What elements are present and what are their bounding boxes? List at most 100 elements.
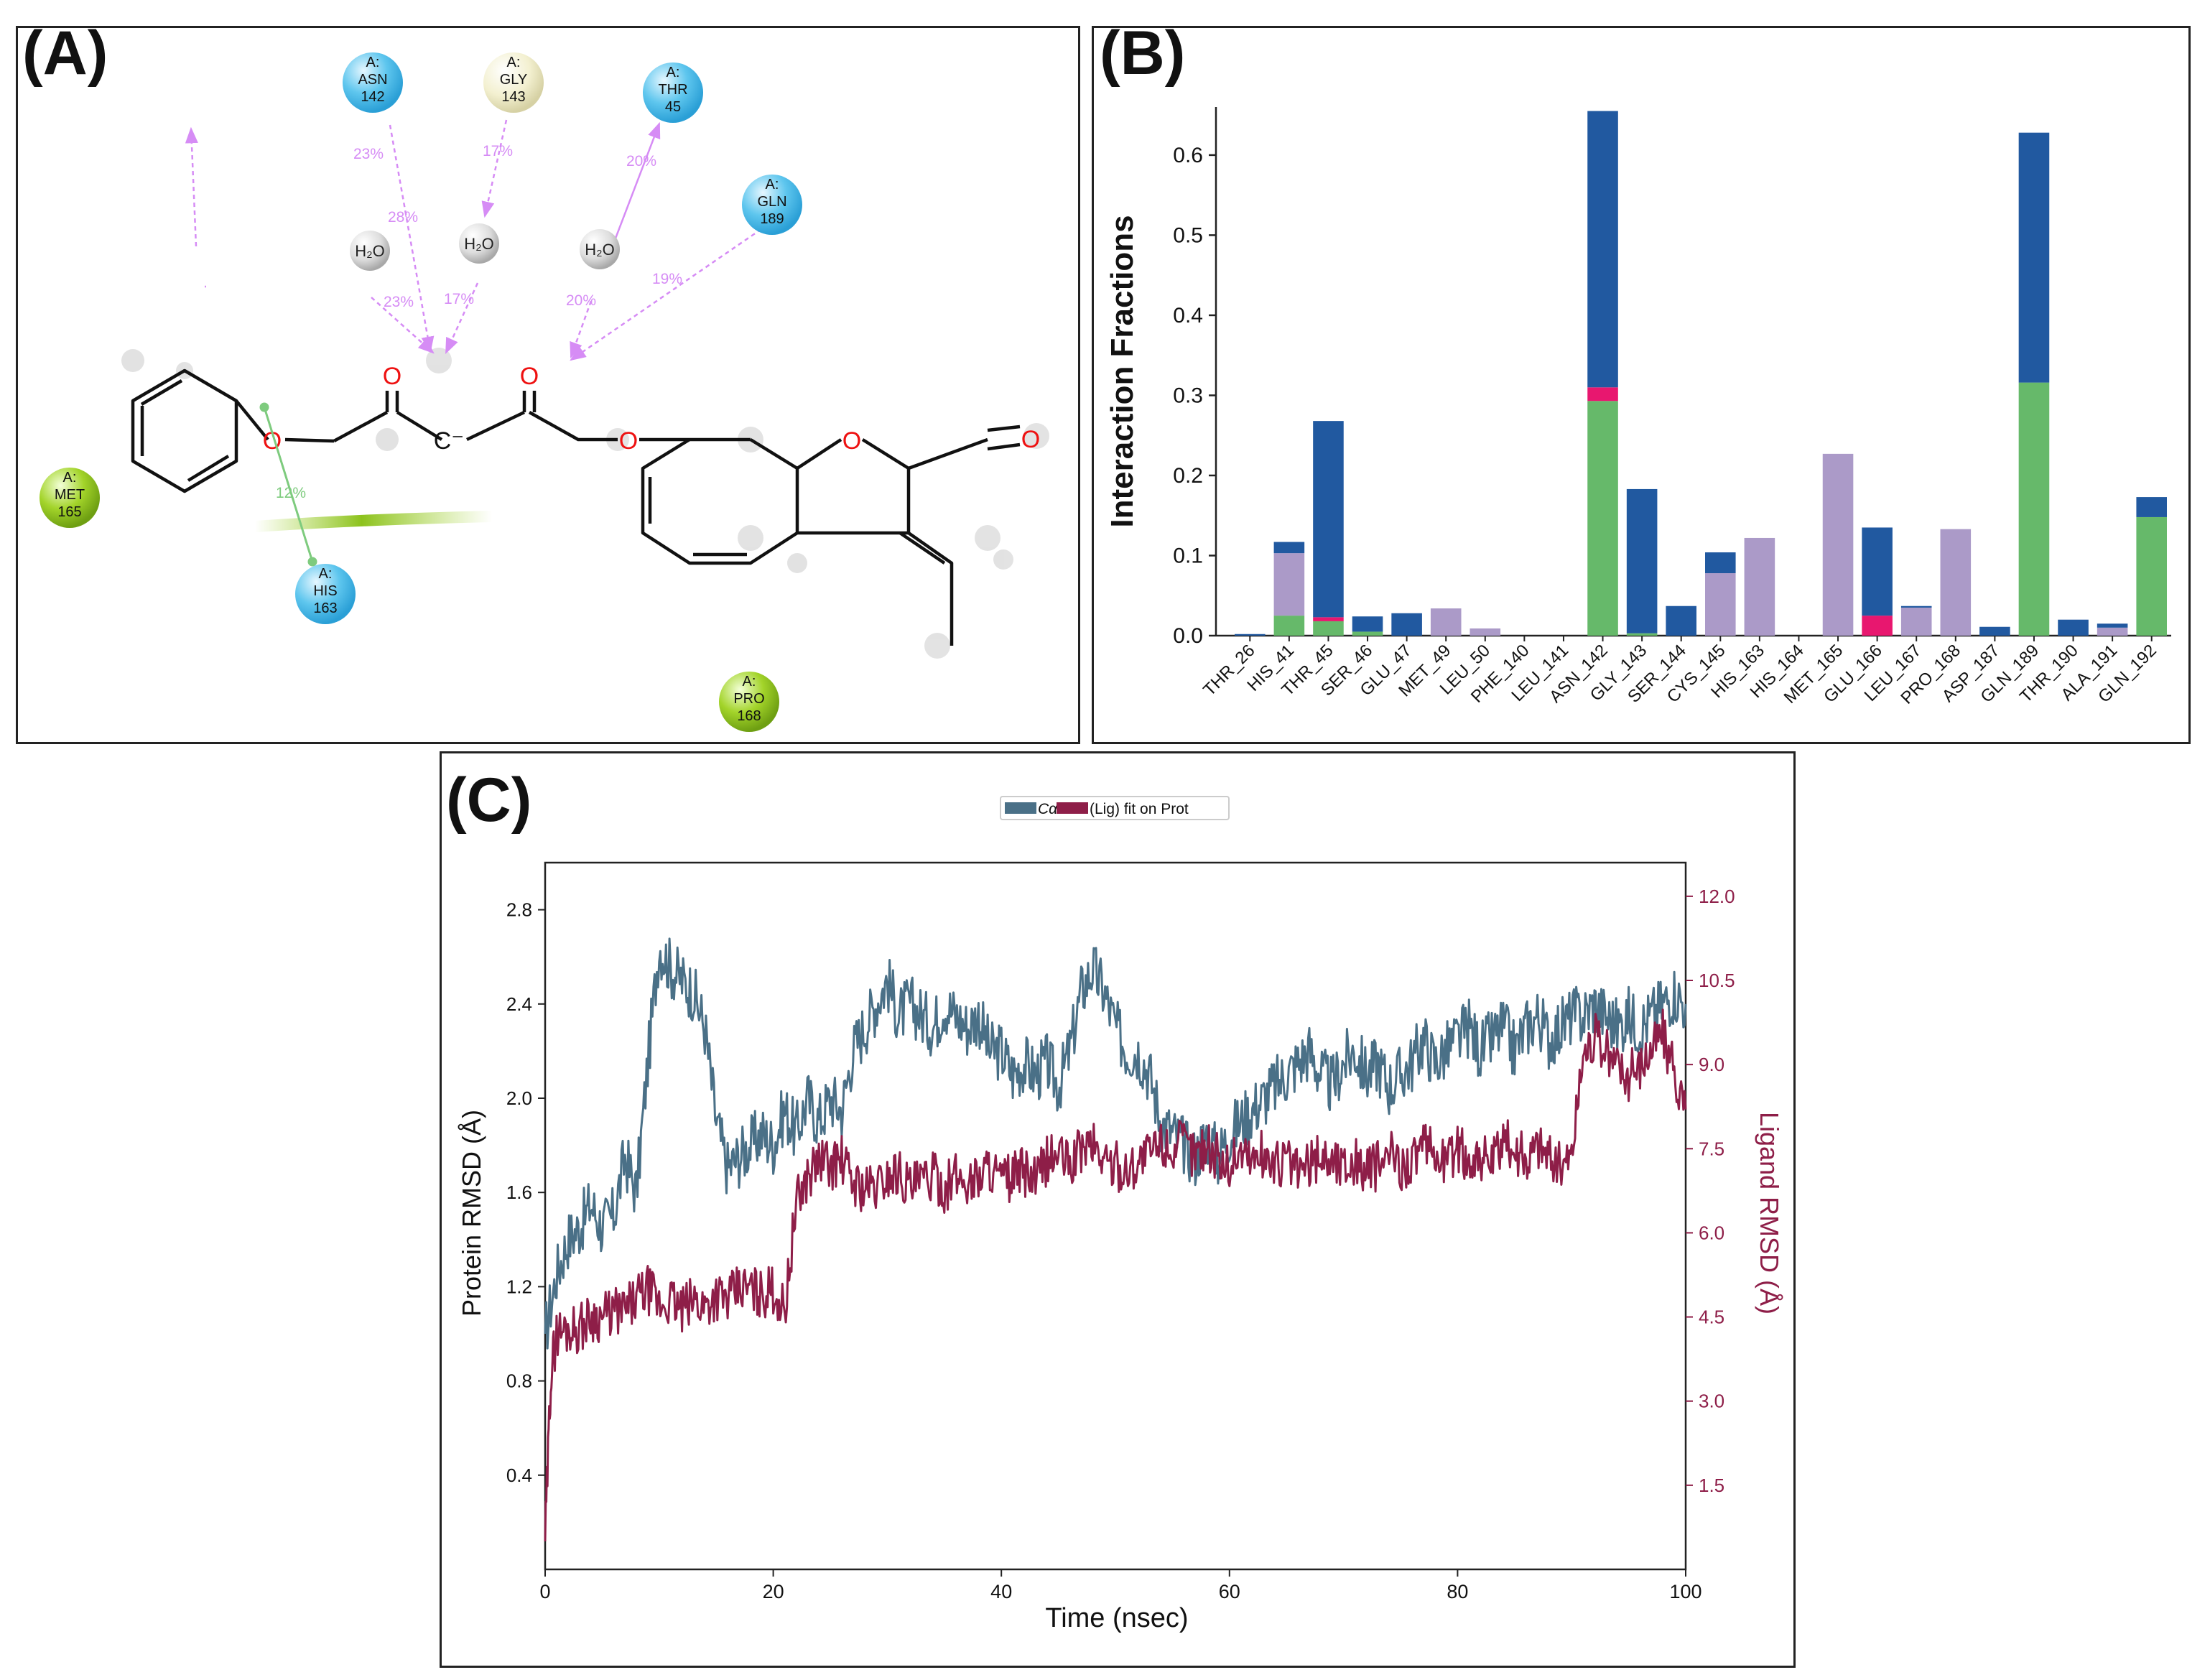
pct-water1-ligand: 23% <box>384 294 414 310</box>
atom-labels: O O O O O O C⁻ <box>263 363 1040 455</box>
bar-segment <box>2018 132 2050 383</box>
rmsd-right-tick-label: 10.5 <box>1699 970 1735 991</box>
residue-asn142: A: ASN 142 <box>343 52 403 113</box>
bar-segment <box>2136 497 2167 517</box>
bar-segment <box>1470 628 1501 636</box>
bar-segment <box>1313 617 1344 621</box>
interaction-fractions-chart: 0.0 0.1 0.2 0.3 0.4 0.5 0.6 THR_26HIS_41THR_45… <box>1105 107 2171 708</box>
water-2-label: H₂O <box>464 235 494 253</box>
rmsd-x-tick-label: 80 <box>1447 1581 1468 1602</box>
bar-segment <box>1900 607 1932 636</box>
bar-segment <box>2097 623 2128 628</box>
residue-his163: A: HIS 163 <box>295 564 356 624</box>
panel-label-b: (B) <box>1100 19 1186 88</box>
exposure-halos <box>121 348 1049 659</box>
rmsd-x-ticks: 0 20 40 60 80 100 <box>539 1569 1702 1602</box>
pct-asn142-water: 23% <box>353 146 384 162</box>
residue-gln189: A: GLN 189 <box>742 175 802 235</box>
legend-protein-swatch <box>1005 802 1036 814</box>
met165-name: MET <box>55 487 85 503</box>
atom-o-carbonyl1: O <box>383 363 401 390</box>
bar-segment <box>1273 553 1305 616</box>
asn142-num: 142 <box>361 89 384 105</box>
rmsd-x-tick-label: 60 <box>1219 1581 1240 1602</box>
panel-b-interaction-fractions: 0.0 0.1 0.2 0.3 0.4 0.5 0.6 THR_26 HIS_41 THR_45… <box>1092 19 2191 744</box>
rmsd-left-tick-label: 2.4 <box>506 993 532 1015</box>
legend-ligand-swatch <box>1057 802 1088 814</box>
rmsd-x-tick-label: 20 <box>763 1581 784 1602</box>
rmsd-chart: Cα (Lig) fit on Prot 0.4 0.8 1.2 1.6 2.0 2.4 2… <box>457 796 1784 1633</box>
gly143-chain: A: <box>507 55 521 70</box>
water-1-label: H₂O <box>355 242 385 260</box>
atom-o-carbonyl2: O <box>520 363 539 390</box>
rmsd-right-tick-label: 12.0 <box>1699 886 1735 907</box>
rmsd-left-tick-label: 2.0 <box>506 1087 532 1109</box>
met165-chain: A: <box>63 470 77 486</box>
gly143-num: 143 <box>501 89 525 105</box>
panel-label-a: (A) <box>22 19 108 88</box>
pct-asn142-direct: 28% <box>388 209 418 226</box>
atom-c-minus: C⁻ <box>434 427 465 455</box>
atom-o-lactone: O <box>1021 426 1040 453</box>
protein-rmsd-series <box>544 937 1687 1350</box>
rmsd-right-tick-label: 6.0 <box>1699 1222 1724 1243</box>
hydrophobic-strip <box>249 511 498 532</box>
rmsd-left-ticks: 0.4 0.8 1.2 1.6 2.0 2.4 2.8 <box>506 899 545 1486</box>
panel-c-rmsd: (C) Cα (Lig) fit on Prot 0.4 0.8 1.2 1.6 2.0… <box>440 751 1796 1668</box>
gln189-chain: A: <box>766 177 779 192</box>
rmsd-right-tick-label: 3.0 <box>1699 1391 1724 1412</box>
thr45-chain: A: <box>667 65 680 80</box>
rmsd-y-label: Protein RMSD (Å) <box>457 1110 486 1317</box>
bar-segment <box>1313 421 1344 618</box>
bar-segment <box>2097 627 2128 636</box>
bar-x-ticks: THR_26HIS_41THR_45SER_46GLU_47MET_49LEU_… <box>1199 636 2160 708</box>
gln189-name: GLN <box>757 194 786 210</box>
bar-segment <box>1705 573 1736 636</box>
thr45-hbond-line <box>613 121 661 243</box>
pro168-chain: A: <box>743 674 756 690</box>
pct-thr45: 20% <box>626 153 656 170</box>
rmsd-left-tick-label: 1.6 <box>506 1182 532 1203</box>
rmsd-x-tick-label: 0 <box>539 1581 550 1602</box>
bar-y-tick-label: 0.2 <box>1173 464 1203 488</box>
rmsd-x-label: Time (nsec) <box>1045 1603 1188 1633</box>
rmsd-right-tick-label: 9.0 <box>1699 1054 1724 1075</box>
ligand-structure <box>131 368 1021 646</box>
bar-y-tick-label: 0.0 <box>1173 624 1203 648</box>
bar-segment <box>2136 516 2167 636</box>
bar-segment <box>1391 613 1422 636</box>
bar-y-ticks: 0.0 0.1 0.2 0.3 0.4 0.5 0.6 <box>1173 144 1216 648</box>
bar-segment <box>1273 542 1305 554</box>
rmsd-right-tick-label: 4.5 <box>1699 1307 1724 1328</box>
bar-segment <box>1979 626 2010 636</box>
pct-gly143-water: 17% <box>483 143 513 159</box>
ligand-interaction-diagram: O O O O O O C⁻ 23% 28% 23% <box>40 52 1049 732</box>
rmsd-x-tick-label: 100 <box>1669 1581 1701 1602</box>
rmsd-left-tick-label: 1.2 <box>506 1276 532 1297</box>
bar-segment <box>2018 382 2050 636</box>
bar-segment <box>2058 619 2089 636</box>
bar-segment <box>1822 453 1854 636</box>
rmsd-legend: Cα (Lig) fit on Prot <box>1000 796 1230 820</box>
bar-segment <box>1862 616 1893 636</box>
bar-segment <box>1587 401 1618 636</box>
rmsd-left-tick-label: 2.8 <box>506 899 532 921</box>
bar-segment <box>1430 608 1462 636</box>
residue-pro168: A: PRO 168 <box>719 672 779 732</box>
bar-segment <box>1352 631 1383 636</box>
pct-gln189: 19% <box>652 271 682 287</box>
bar-x-tick-label: THR_26 <box>1199 641 1258 700</box>
rmsd-right-tick-label: 1.5 <box>1699 1475 1724 1496</box>
rmsd-y2-label: Ligand RMSD (Å) <box>1755 1112 1784 1314</box>
bar-segment <box>1744 537 1775 636</box>
pi-stacking-line <box>259 402 317 567</box>
bar-segment <box>1626 488 1658 634</box>
percent-labels: 23% 28% 23% 17% 17% 20% 20% 19% 12% <box>276 143 682 501</box>
water-molecules: H₂O H₂O H₂O <box>350 223 620 271</box>
pct-water2-ligand: 17% <box>444 291 474 307</box>
pro168-num: 168 <box>737 708 761 724</box>
bar-segment <box>1587 111 1618 388</box>
bar-stacks <box>1235 111 2167 636</box>
rmsd-right-tick-label: 7.5 <box>1699 1138 1724 1159</box>
water-3-label: H₂O <box>585 241 615 259</box>
